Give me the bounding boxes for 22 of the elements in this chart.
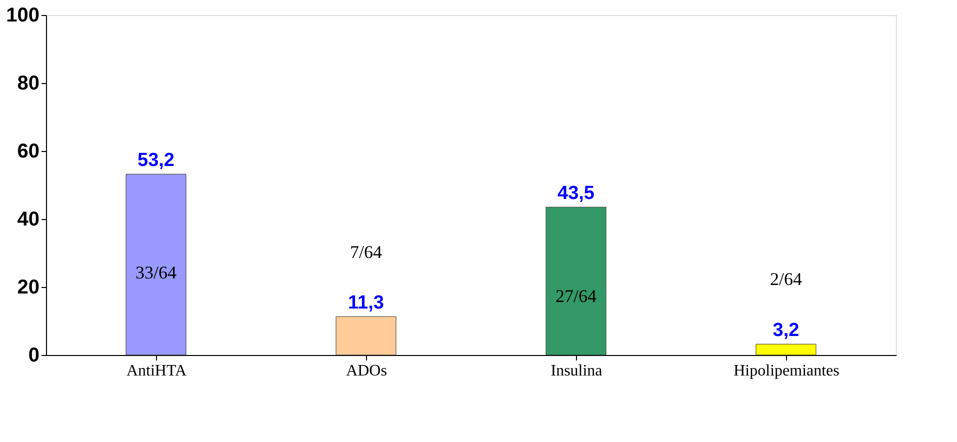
- data-label: 43,5: [558, 183, 595, 204]
- x-tick-label: AntiHTA: [126, 362, 187, 380]
- x-tick-label: ADOs: [346, 362, 387, 380]
- annotation: 2/64: [770, 269, 802, 290]
- bar: [126, 174, 186, 356]
- y-tick-label: 40: [17, 208, 40, 230]
- x-tick-label: Insulina: [550, 362, 602, 380]
- annotation: 7/64: [350, 242, 382, 262]
- data-label: 3,2: [772, 320, 800, 342]
- bar: [336, 316, 396, 356]
- bar: [756, 344, 816, 356]
- data-label: 11,3: [348, 292, 384, 314]
- y-tick-label: 60: [17, 140, 40, 162]
- y-tick-label: 100: [6, 4, 40, 26]
- annotation: 33/64: [135, 262, 177, 282]
- data-label: 53,2: [138, 150, 174, 172]
- y-tick-label: 80: [17, 72, 40, 94]
- bar: [546, 206, 606, 356]
- y-tick-label: 20: [17, 276, 40, 298]
- annotation: 27/64: [555, 286, 597, 306]
- x-tick-label: Hipolipemiantes: [734, 362, 840, 380]
- y-tick-label: 0: [28, 344, 40, 366]
